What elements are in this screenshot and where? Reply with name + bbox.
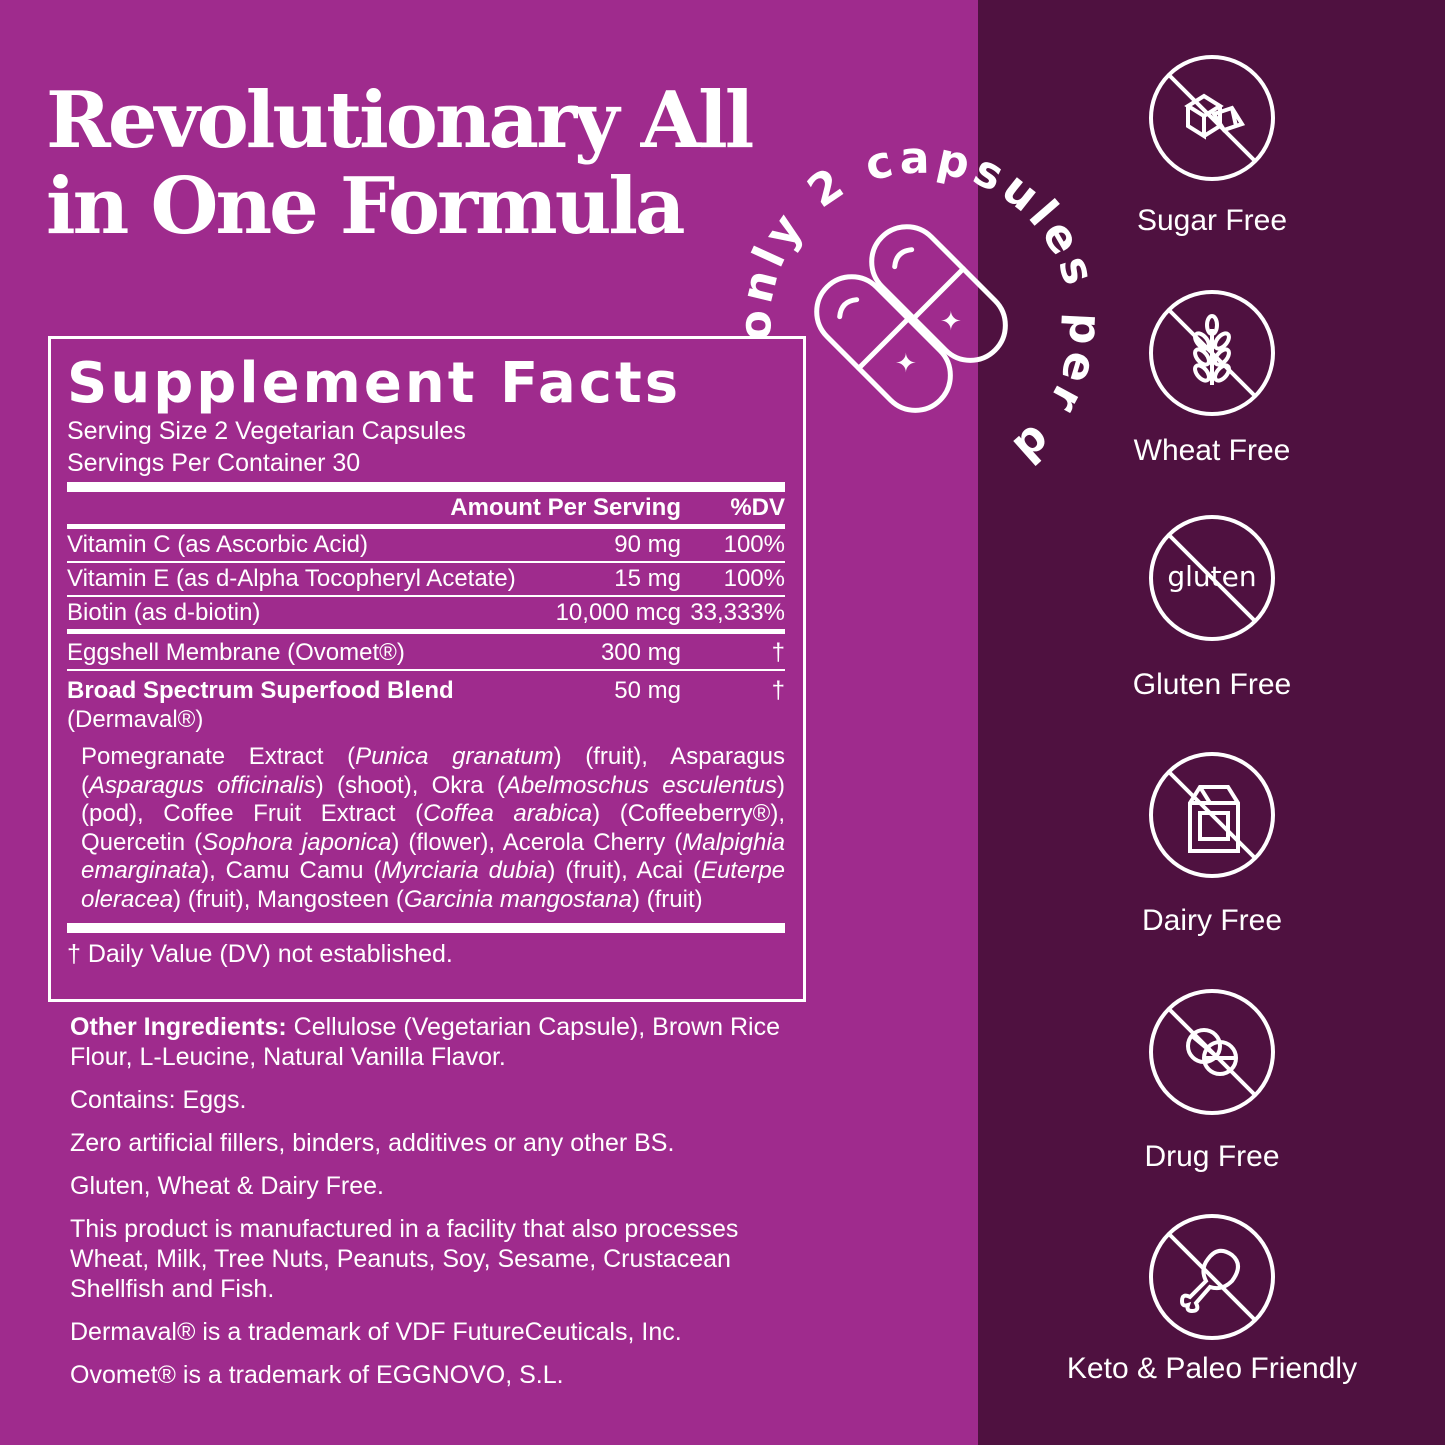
sugar-cubes-icon xyxy=(1148,54,1276,182)
feature-label: Gluten Free xyxy=(1132,668,1292,701)
note: Dermaval® is a trademark of VDF FutureCe… xyxy=(70,1318,682,1346)
nutrient-name: Eggshell Membrane (Ovomet®) xyxy=(67,639,405,666)
blend-sub: (Dermaval®) xyxy=(67,706,204,733)
blend-amount: 50 mg xyxy=(614,677,681,704)
blend-ingredients: Pomegranate Extract (Punica granatum) (f… xyxy=(67,733,785,920)
blend-text: ), Camu Camu ( xyxy=(201,857,382,884)
supplement-facts-panel: Supplement Facts Serving Size 2 Vegetari… xyxy=(48,336,806,1002)
serving-size: Serving Size 2 Vegetarian Capsules xyxy=(67,417,466,445)
other-text: Cellulose (Vegetarian Capsule), Brown Ri… xyxy=(70,1013,780,1071)
feature-label: Dairy Free xyxy=(1141,904,1283,937)
blend-text: Abelmoschus esculentus xyxy=(504,771,778,799)
milk-carton-icon xyxy=(1148,751,1276,879)
nutrient-dv: † xyxy=(771,639,785,666)
blend-text: Euterpe oleracea xyxy=(81,857,786,913)
blend-text: ) (fruit), Acai ( xyxy=(547,857,701,884)
blend-text: ) (shoot), Okra ( xyxy=(315,771,505,799)
note: Ovomet® is a trademark of EGGNOVO, S.L. xyxy=(70,1361,564,1389)
feature-label: Sugar Free xyxy=(1136,204,1288,237)
amount-header: Amount Per Serving xyxy=(450,494,681,521)
feature-label: Wheat Free xyxy=(1133,434,1291,467)
nutrient-row: Vitamin E (as d-Alpha Tocopheryl Acetate… xyxy=(67,563,785,597)
nutrient-name: Vitamin C (as Ascorbic Acid) xyxy=(67,531,368,558)
blend-text: Malpighia emarginata xyxy=(81,828,785,885)
blend-text: Coffea arabica xyxy=(423,800,593,827)
note: Zero artificial fillers, binders, additi… xyxy=(70,1129,675,1157)
blend-text: Myrciaria dubia xyxy=(381,857,548,884)
nutrient-row: Biotin (as d-biotin) 10,000 mcg 33,333% xyxy=(67,597,785,634)
blend-text: ) (flower), Acerola Cherry ( xyxy=(391,828,683,856)
blend-text: Pomegranate Extract ( xyxy=(81,743,356,770)
right-panel xyxy=(978,0,1445,1445)
nutrient-amount: 300 mg xyxy=(600,639,681,666)
note: Contains: Eggs. xyxy=(70,1086,247,1114)
servings-per-container: Servings Per Container 30 xyxy=(67,449,361,477)
note: Gluten, Wheat & Dairy Free. xyxy=(70,1172,385,1200)
blend-text: ) (fruit), Mangosteen ( xyxy=(173,885,404,913)
other-ingredients: Other Ingredients: Cellulose (Vegetarian… xyxy=(70,1012,800,1403)
feature-label: Keto & Paleo Friendly xyxy=(1066,1352,1358,1385)
facts-title: Supplement Facts xyxy=(67,351,682,416)
nutrient-amount: 90 mg xyxy=(614,531,681,558)
pills-icon xyxy=(1148,988,1276,1116)
left-panel xyxy=(0,0,978,1445)
blend-text: ) (fruit) xyxy=(631,885,703,913)
nutrient-row: Vitamin C (as Ascorbic Acid) 90 mg 100% xyxy=(67,529,785,563)
facts-header-row: Amount Per Serving %DV xyxy=(67,492,785,529)
nutrient-dv: 100% xyxy=(723,565,785,592)
headline: Revolutionary All in One Formula xyxy=(46,75,754,252)
blend-text: ) (fruit), Asparagus ( xyxy=(81,743,785,799)
nutrient-amount: 15 mg xyxy=(614,565,681,592)
note: This product is manufactured in a facili… xyxy=(70,1215,739,1303)
headline-line: Revolutionary All xyxy=(46,75,754,166)
nutrient-dv: 33,333% xyxy=(690,599,785,626)
wheat-icon xyxy=(1148,289,1276,417)
drumstick-icon xyxy=(1148,1213,1276,1341)
nutrient-row: Eggshell Membrane (Ovomet®) 300 mg † xyxy=(67,634,785,671)
blend-text: Sophora japonica xyxy=(202,828,392,856)
gluten-icon: gluten xyxy=(1148,514,1276,642)
footnote: † Daily Value (DV) not established. xyxy=(67,940,453,968)
other-label: Other Ingredients: xyxy=(70,1013,287,1041)
nutrient-amount: 10,000 mcg xyxy=(555,599,681,626)
blend-text: Asparagus officinalis xyxy=(89,771,316,799)
blend-text: ) (Coffeeberry®), Quercetin ( xyxy=(81,800,785,856)
dv-header: %DV xyxy=(730,494,785,521)
blend-text: Garcinia mangostana xyxy=(403,885,632,913)
nutrient-name: Vitamin E (as d-Alpha Tocopheryl Acetate… xyxy=(67,565,516,592)
blend-text: ) (pod), Coffee Fruit Extract ( xyxy=(81,771,786,828)
nutrient-name: Biotin (as d-biotin) xyxy=(67,599,261,626)
divider xyxy=(67,923,785,933)
nutrient-dv: 100% xyxy=(723,531,785,558)
blend-text: Punica granatum xyxy=(355,743,554,770)
headline-line: in One Formula xyxy=(46,161,686,252)
divider xyxy=(67,482,785,492)
blend-name: Broad Spectrum Superfood Blend xyxy=(67,677,454,704)
feature-label: Drug Free xyxy=(1144,1140,1280,1173)
blend-row: Broad Spectrum Superfood Blend 50 mg † xyxy=(67,675,785,707)
blend-dv: † xyxy=(771,677,785,704)
